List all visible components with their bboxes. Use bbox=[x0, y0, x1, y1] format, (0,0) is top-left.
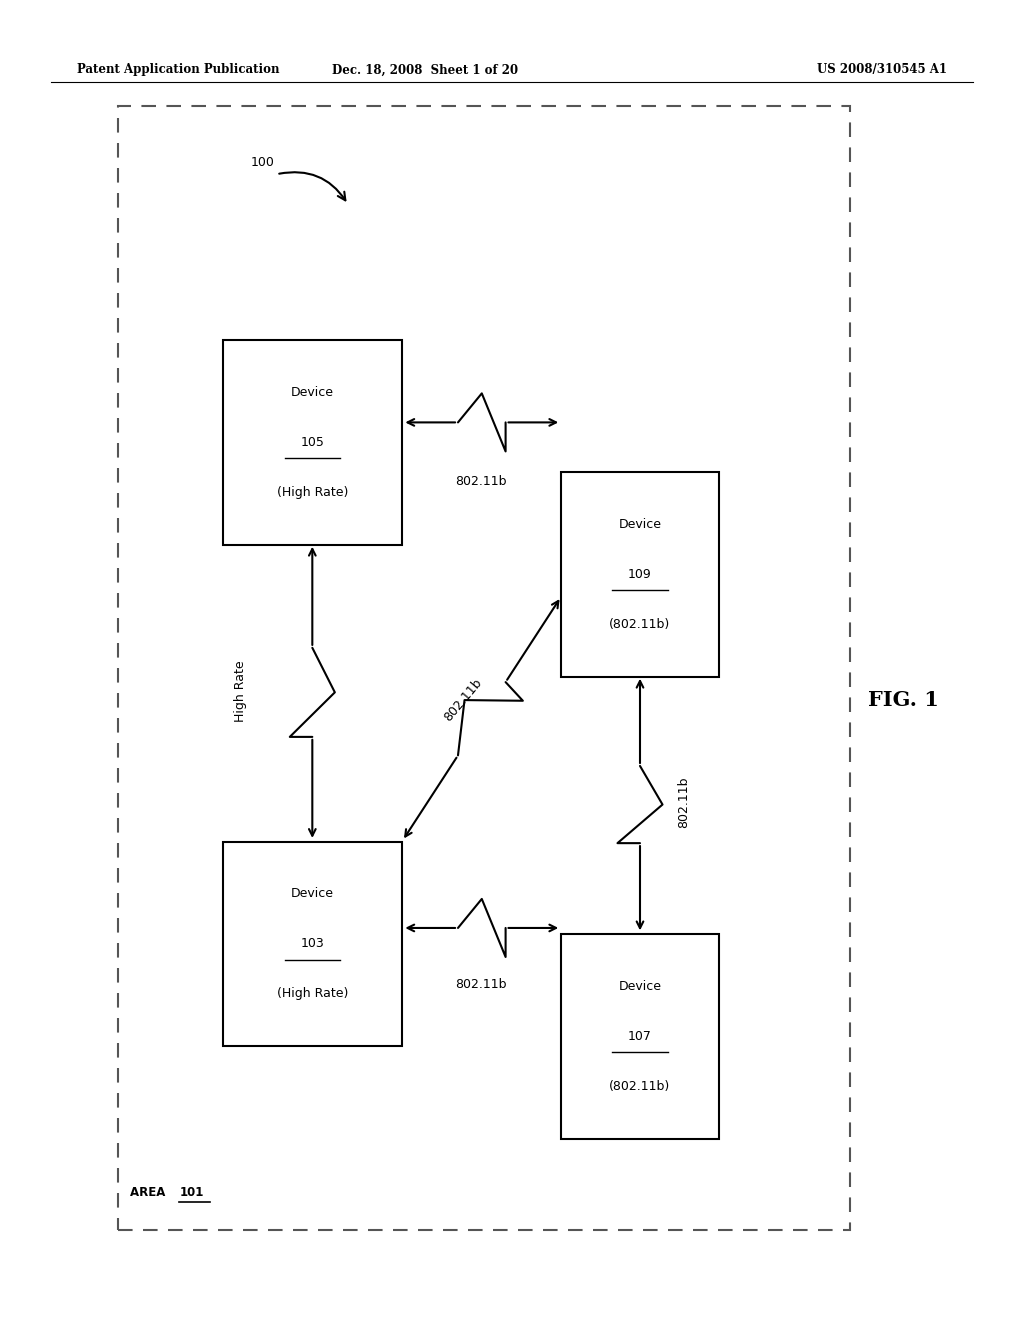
Text: (802.11b): (802.11b) bbox=[609, 618, 671, 631]
Text: 802.11b: 802.11b bbox=[678, 776, 690, 829]
Text: 103: 103 bbox=[300, 937, 325, 950]
Text: 105: 105 bbox=[300, 436, 325, 449]
Text: FIG. 1: FIG. 1 bbox=[867, 689, 939, 710]
Text: 107: 107 bbox=[628, 1030, 652, 1043]
Text: Device: Device bbox=[291, 385, 334, 399]
Text: 802.11b: 802.11b bbox=[456, 475, 507, 488]
Text: (High Rate): (High Rate) bbox=[276, 486, 348, 499]
Bar bbox=[561, 935, 719, 1138]
Text: (802.11b): (802.11b) bbox=[609, 1080, 671, 1093]
Text: 101: 101 bbox=[179, 1185, 204, 1199]
Bar bbox=[561, 473, 719, 677]
Text: US 2008/310545 A1: US 2008/310545 A1 bbox=[817, 63, 947, 77]
Text: (High Rate): (High Rate) bbox=[276, 987, 348, 1001]
Text: 100: 100 bbox=[251, 156, 274, 169]
Text: 109: 109 bbox=[628, 568, 652, 581]
Text: High Rate: High Rate bbox=[234, 661, 247, 722]
Text: Patent Application Publication: Patent Application Publication bbox=[77, 63, 280, 77]
Bar bbox=[223, 339, 401, 544]
Bar bbox=[223, 842, 401, 1045]
Text: Device: Device bbox=[618, 979, 662, 993]
Text: Device: Device bbox=[618, 517, 662, 531]
Text: 802.11b: 802.11b bbox=[456, 978, 507, 991]
Text: Device: Device bbox=[291, 887, 334, 900]
Text: AREA: AREA bbox=[130, 1185, 170, 1199]
Text: Dec. 18, 2008  Sheet 1 of 20: Dec. 18, 2008 Sheet 1 of 20 bbox=[332, 63, 518, 77]
Bar bbox=[118, 106, 850, 1230]
Text: 802.11b: 802.11b bbox=[441, 676, 484, 723]
